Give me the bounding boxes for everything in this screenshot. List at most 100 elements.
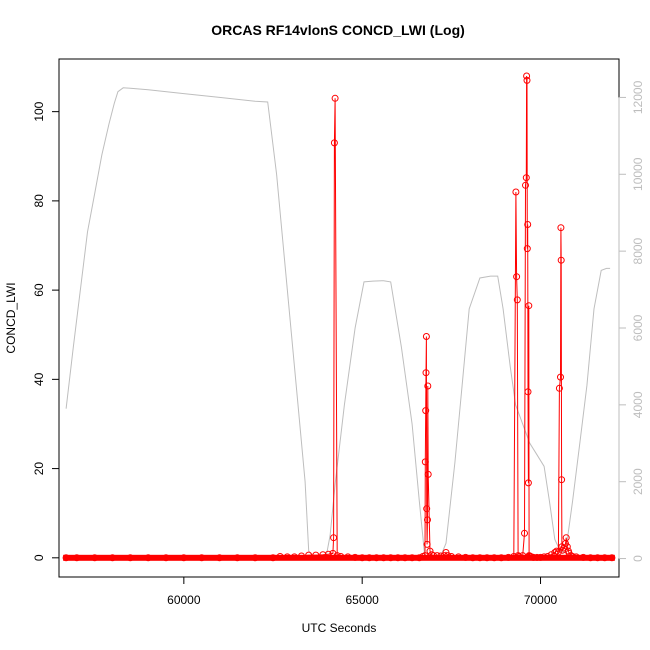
concd-point <box>444 552 452 560</box>
concd-point <box>483 554 491 562</box>
concd-point <box>601 554 609 562</box>
chart-title: ORCAS RF14vlonS CONCD_LWI (Log) <box>211 22 465 38</box>
y-right-tick-label: 6000 <box>631 314 645 341</box>
concd-point <box>547 551 555 559</box>
concd-point <box>423 505 431 513</box>
concd-point <box>523 72 531 80</box>
concd-point <box>522 174 530 182</box>
y-tick-label: 20 <box>32 462 46 476</box>
concd-point <box>524 479 532 487</box>
concd-point <box>430 552 437 560</box>
concd-point <box>510 553 518 560</box>
concd-point <box>324 550 332 558</box>
concd-point <box>560 544 568 552</box>
concd-point <box>555 384 563 392</box>
concd-point <box>557 224 565 232</box>
concd-point <box>447 553 455 560</box>
concd-point <box>421 552 429 560</box>
concd-point <box>109 554 116 562</box>
y-tick-label: 0 <box>32 554 46 561</box>
concd-point <box>455 553 462 561</box>
concd-point <box>521 529 528 537</box>
concd-point <box>423 540 431 548</box>
concd-point <box>513 273 521 281</box>
concd-point <box>276 553 284 560</box>
concd-point <box>524 388 532 396</box>
concd-point <box>587 554 594 562</box>
concd-point <box>557 373 564 381</box>
concd-point <box>216 554 223 562</box>
concd-point <box>537 553 544 561</box>
concd-point <box>433 552 441 560</box>
concd-point <box>437 552 445 560</box>
concd-point <box>462 553 470 561</box>
concd-point <box>558 476 566 484</box>
concd-point <box>126 554 134 562</box>
concd-point <box>319 551 327 559</box>
concd-point <box>540 553 548 561</box>
concd-point <box>515 553 523 560</box>
concd-point <box>373 554 380 562</box>
concd-point <box>408 554 416 562</box>
concd-point <box>421 458 429 466</box>
concd-point <box>351 553 359 561</box>
concd-point <box>523 245 531 253</box>
concd-point <box>312 551 320 559</box>
y-axis-right: 0 2000 4000 6000 8000 10000 12000 <box>618 80 645 562</box>
concd-point <box>251 554 259 562</box>
y-tick-label: 100 <box>32 101 46 121</box>
concd-point <box>469 554 477 562</box>
concd-point <box>426 547 434 555</box>
concd-point <box>233 554 241 562</box>
altitude-series <box>65 87 611 558</box>
y-right-tick-label: 4000 <box>631 391 645 418</box>
x-axis-label: UTC Seconds <box>302 621 377 635</box>
concd-point <box>333 552 341 560</box>
concd-point <box>497 554 505 562</box>
concd-series <box>62 72 616 562</box>
concd-point <box>344 553 352 561</box>
concd-point <box>563 543 571 551</box>
concd-point <box>522 181 529 189</box>
concd-point <box>394 554 402 562</box>
concd-point <box>401 554 409 562</box>
altitude-line <box>65 87 611 558</box>
concd-point <box>330 534 338 542</box>
concd-point <box>329 549 337 557</box>
concd-point <box>162 554 170 562</box>
x-tick-label: 60000 <box>167 593 201 607</box>
concd-point <box>290 553 298 561</box>
y-right-tick-label: 8000 <box>631 237 645 264</box>
x-tick-label: 65000 <box>345 593 379 607</box>
y-axis-label: CONCD_LWI <box>4 282 18 353</box>
y-right-tick-label: 12000 <box>631 80 645 114</box>
concd-point <box>569 553 577 560</box>
y-tick-label: 40 <box>32 372 46 386</box>
y-right-tick-label: 10000 <box>631 157 645 191</box>
concd-point <box>512 188 520 196</box>
concd-point <box>551 549 559 556</box>
concd-point <box>198 554 206 562</box>
concd-point <box>525 302 533 310</box>
concd-point <box>269 554 277 562</box>
y-tick-label: 80 <box>32 194 46 208</box>
y-right-tick-label: 2000 <box>631 468 645 495</box>
x-axis: 60000 65000 70000 <box>167 576 558 607</box>
concd-point <box>572 553 580 561</box>
concd-point <box>422 333 430 340</box>
concd-point <box>424 470 432 478</box>
concd-point <box>554 548 562 556</box>
concd-point <box>330 139 338 147</box>
concd-point <box>424 516 431 524</box>
concd-point <box>608 554 616 562</box>
concd-point <box>579 553 587 561</box>
concd-point <box>533 553 541 561</box>
concd-point <box>387 554 395 562</box>
concd-point <box>562 534 570 542</box>
concd-point <box>490 554 498 562</box>
y-tick-label: 60 <box>32 283 46 297</box>
concd-point <box>524 221 532 228</box>
concd-point <box>544 553 552 560</box>
